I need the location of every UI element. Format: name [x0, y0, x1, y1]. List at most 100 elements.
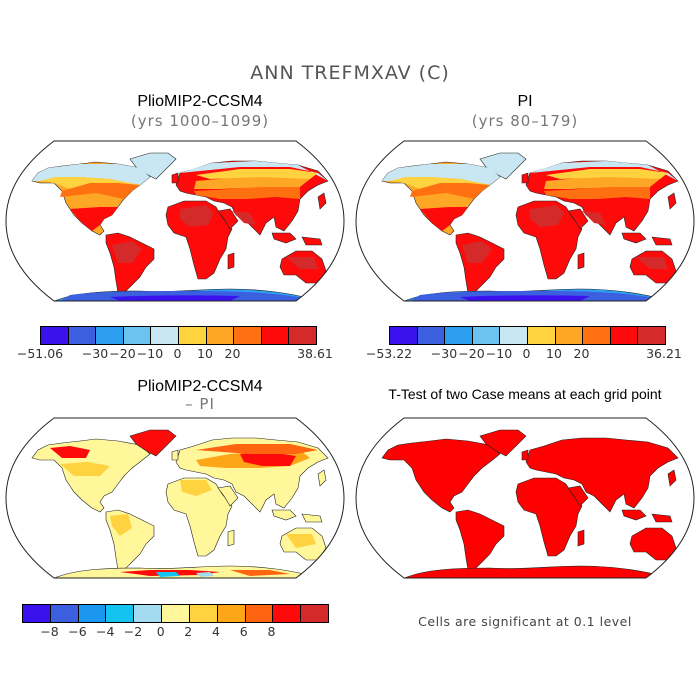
- land-md: [577, 252, 585, 270]
- colorbar-2-swatch: [417, 327, 446, 344]
- colorbar-1-tick-label: 10: [197, 346, 213, 361]
- colorbar-3-tick-label: 4: [211, 624, 220, 639]
- land-sa: [455, 509, 505, 571]
- colorbar-3-swatch: [189, 605, 218, 622]
- colorbar-2-swatch: [638, 327, 665, 344]
- map-panel-1: [5, 140, 345, 302]
- colorbar-1-swatch: [178, 327, 207, 344]
- colorbar-1-tick-label: −30: [81, 346, 109, 361]
- colorbar-1-tick-label: 38.61: [297, 346, 333, 361]
- colorbar-3-swatch: [23, 605, 51, 622]
- colorbar-3-swatch: [301, 605, 328, 622]
- land-ar: [217, 208, 239, 230]
- colorbar-3-swatch: [134, 605, 163, 622]
- land-jp: [667, 469, 677, 487]
- land-nz: [333, 555, 343, 571]
- colorbar-3-tick-label: −4: [96, 624, 115, 639]
- colorbar-1-swatch: [41, 327, 69, 344]
- colorbar-1-swatch: [289, 327, 316, 344]
- land-af: [165, 477, 233, 557]
- land-uk: [521, 172, 529, 184]
- colorbar-3-tick-label: 8: [267, 624, 276, 639]
- panel-2-subtitle: (yrs 80–179): [471, 112, 579, 130]
- land-gl: [479, 429, 527, 457]
- colorbar-3-swatch: [106, 605, 135, 622]
- colorbar-3-labels: −8 −6 −4 −2 0 2 4 6 8: [22, 624, 327, 640]
- colorbar-1-swatch: [206, 327, 235, 344]
- land-na: [381, 438, 501, 513]
- colorbar-3-swatch: [273, 605, 302, 622]
- map-panel-3: [5, 417, 345, 579]
- colorbar-2-tick-label: 0: [522, 346, 531, 361]
- colorbar-1: [40, 326, 317, 345]
- colorbar-3-tick-label: 2: [184, 624, 193, 639]
- land-ar: [217, 485, 239, 507]
- colorbar-1-tick-label: −10: [136, 346, 164, 361]
- colorbar-1-swatch: [123, 327, 152, 344]
- land-nz: [683, 278, 693, 294]
- colorbar-1-swatch: [261, 327, 290, 344]
- colorbar-3-tick-label: −6: [68, 624, 87, 639]
- colorbar-3-tick-label: 6: [239, 624, 248, 639]
- land-ant: [403, 565, 667, 578]
- panel-1-title: PlioMIP2-CCSM4: [137, 93, 263, 110]
- land-af: [515, 477, 583, 557]
- land-nz: [683, 555, 693, 571]
- colorbar-1-swatch: [68, 327, 97, 344]
- land-uk: [171, 172, 179, 184]
- land-ar: [567, 208, 589, 230]
- colorbar-3-swatch: [217, 605, 246, 622]
- colorbar-3-swatch: [50, 605, 79, 622]
- panel-1-subtitle: (yrs 1000–1099): [130, 112, 270, 130]
- land-jp: [317, 469, 327, 487]
- map-border: [5, 140, 345, 302]
- map-border: [5, 417, 345, 579]
- significance-note: Cells are significant at 0.1 level: [418, 614, 632, 629]
- colorbar-1-swatch: [151, 327, 179, 344]
- panel-3-title: PlioMIP2-CCSM4: [137, 378, 263, 395]
- colorbar-2-tick-label: −53.22: [365, 346, 413, 361]
- colorbar-3-tick-label: 0: [156, 624, 165, 639]
- colorbar-2-swatch: [583, 327, 611, 344]
- map-border: [355, 417, 695, 579]
- figure-title: ANN TREFMXAV (C): [250, 62, 450, 84]
- colorbar-2-tick-label: −30: [430, 346, 458, 361]
- colorbar-3-swatch: [78, 605, 107, 622]
- colorbar-3-swatch: [245, 605, 274, 622]
- land-jp: [667, 192, 677, 210]
- colorbar-1-tick-label: −51.06: [16, 346, 64, 361]
- colorbar-2-tick-label: 20: [573, 346, 590, 361]
- colorbar-1-tick-label: 20: [224, 346, 241, 361]
- land-md: [577, 529, 585, 547]
- land-jp: [317, 192, 327, 210]
- colorbar-3-swatch: [162, 605, 190, 622]
- panel-2-title: PI: [517, 93, 533, 110]
- colorbar-1-labels: −51.06 −30 −20 −10 0 10 20 38.61: [17, 346, 333, 362]
- map-panel-2: [355, 140, 695, 302]
- land-euas: [525, 437, 679, 513]
- colorbar-3-tick-label: −2: [123, 624, 143, 639]
- colorbar-1-swatch: [96, 327, 124, 344]
- colorbar-1-tick-label: 0: [173, 346, 182, 361]
- colorbar-2-tick-label: 36.21: [646, 346, 682, 361]
- colorbar-2-swatch: [445, 327, 473, 344]
- land-mc: [271, 509, 323, 523]
- land-mc: [621, 232, 673, 246]
- colorbar-2-swatch: [555, 327, 584, 344]
- land-md: [227, 529, 235, 547]
- land-mc: [271, 232, 323, 246]
- colorbar-3-tick-label: −8: [40, 624, 59, 639]
- land-mc: [621, 509, 673, 523]
- map-panel-4: [355, 417, 695, 579]
- colorbar-2-swatch: [527, 327, 556, 344]
- land-uk: [521, 449, 529, 461]
- colorbar-1-swatch: [234, 327, 262, 344]
- land-uk: [171, 449, 179, 461]
- land-ar: [567, 485, 589, 507]
- map-border: [355, 140, 695, 302]
- colorbar-3: [22, 604, 329, 623]
- colorbar-2-tick-label: −10: [485, 346, 513, 361]
- panel-3-subtitle: – PI: [185, 395, 215, 413]
- colorbar-1-tick-label: −20: [109, 346, 136, 361]
- colorbar-2-labels: −53.22 −30 −20 −10 0 10 20 36.21: [366, 346, 682, 362]
